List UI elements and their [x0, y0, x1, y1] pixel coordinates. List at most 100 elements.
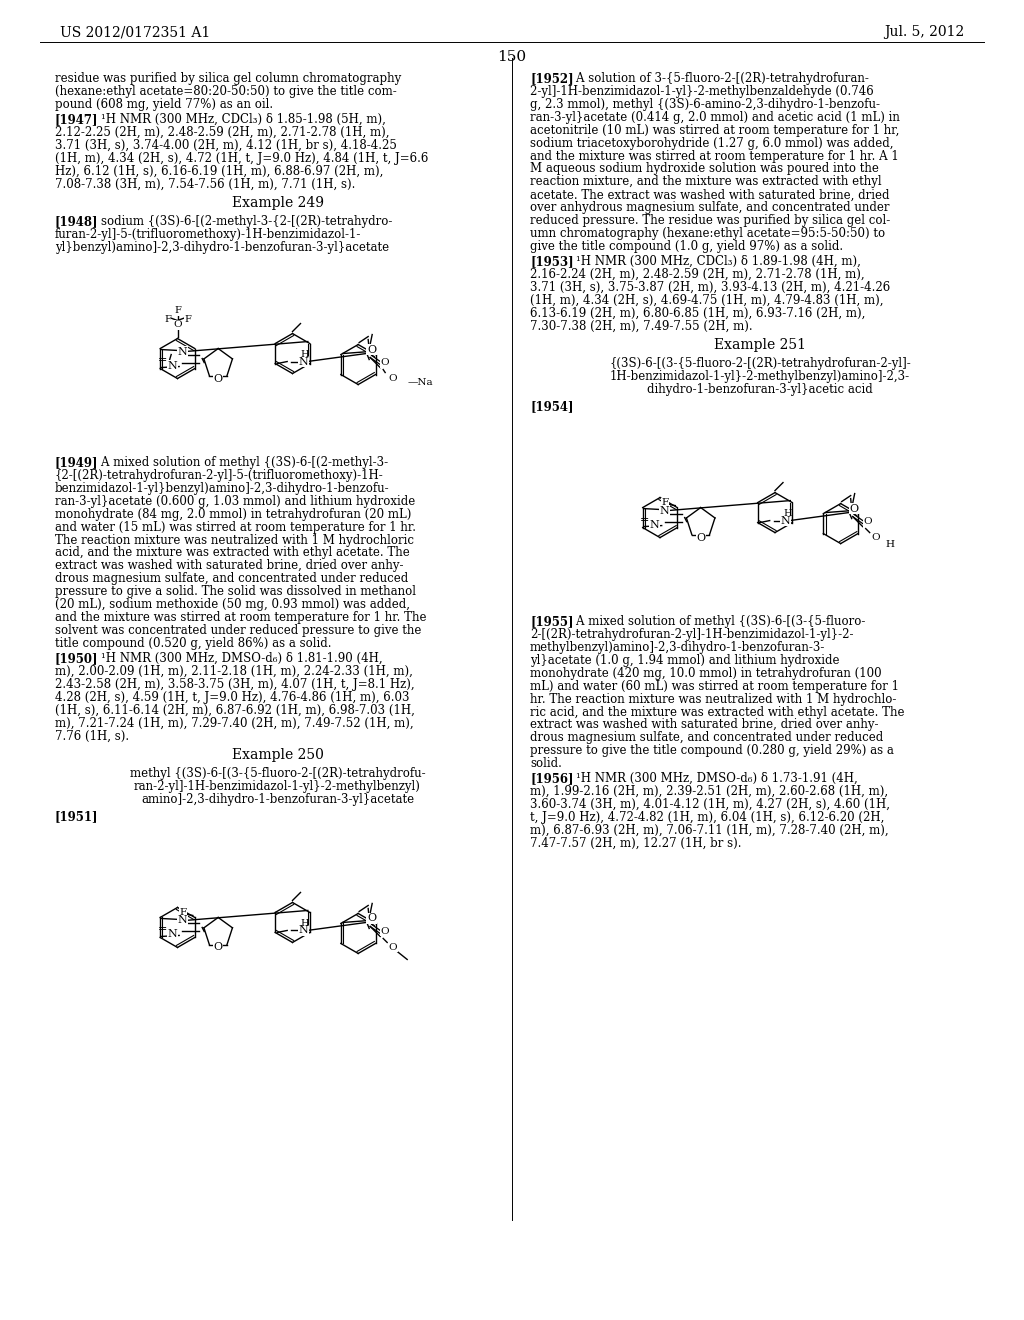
Text: residue was purified by silica gel column chromatography: residue was purified by silica gel colum… — [55, 73, 401, 84]
Text: 2-yl]-1H-benzimidazol-1-yl}-2-methylbenzaldehyde (0.746: 2-yl]-1H-benzimidazol-1-yl}-2-methylbenz… — [530, 84, 873, 98]
Text: O: O — [871, 533, 880, 543]
Text: drous magnesium sulfate, and concentrated under reduced: drous magnesium sulfate, and concentrate… — [530, 731, 884, 744]
Text: N: N — [781, 516, 791, 525]
Text: (20 mL), sodium methoxide (50 mg, 0.93 mmol) was added,: (20 mL), sodium methoxide (50 mg, 0.93 m… — [55, 598, 410, 611]
Text: sodium {(3S)-6-[(2-methyl-3-{2-[(2R)-tetrahydro-: sodium {(3S)-6-[(2-methyl-3-{2-[(2R)-tet… — [86, 215, 392, 228]
Text: sodium triacetoxyborohydride (1.27 g, 6.0 mmol) was added,: sodium triacetoxyborohydride (1.27 g, 6.… — [530, 136, 894, 149]
Text: —Na: —Na — [408, 378, 433, 387]
Text: 7.08-7.38 (3H, m), 7.54-7.56 (1H, m), 7.71 (1H, s).: 7.08-7.38 (3H, m), 7.54-7.56 (1H, m), 7.… — [55, 177, 355, 190]
Text: A solution of 3-{5-fluoro-2-[(2R)-tetrahydrofuran-: A solution of 3-{5-fluoro-2-[(2R)-tetrah… — [560, 73, 868, 84]
Text: 1H-benzimidazol-1-yl}-2-methylbenzyl)amino]-2,3-: 1H-benzimidazol-1-yl}-2-methylbenzyl)ami… — [610, 371, 910, 383]
Text: {2-[(2R)-tetrahydrofuran-2-yl]-5-(trifluoromethoxy)-1H-: {2-[(2R)-tetrahydrofuran-2-yl]-5-(triflu… — [55, 469, 384, 482]
Text: extract was washed with saturated brine, dried over anhy-: extract was washed with saturated brine,… — [55, 560, 403, 573]
Text: O: O — [381, 927, 389, 936]
Text: O: O — [214, 942, 223, 953]
Text: 2.12-2.25 (2H, m), 2.48-2.59 (2H, m), 2.71-2.78 (1H, m),: 2.12-2.25 (2H, m), 2.48-2.59 (2H, m), 2.… — [55, 125, 389, 139]
Text: g, 2.3 mmol), methyl {(3S)-6-amino-2,3-dihydro-1-benzofu-: g, 2.3 mmol), methyl {(3S)-6-amino-2,3-d… — [530, 98, 880, 111]
Text: N: N — [298, 356, 308, 367]
Text: title compound (0.520 g, yield 86%) as a solid.: title compound (0.520 g, yield 86%) as a… — [55, 638, 332, 649]
Text: O: O — [381, 358, 389, 367]
Text: N: N — [177, 916, 187, 925]
Text: and the mixture was stirred at room temperature for 1 hr. The: and the mixture was stirred at room temp… — [55, 611, 427, 624]
Text: extract was washed with saturated brine, dried over anhy-: extract was washed with saturated brine,… — [530, 718, 879, 731]
Text: pressure to give the title compound (0.280 g, yield 29%) as a: pressure to give the title compound (0.2… — [530, 744, 894, 758]
Text: O: O — [389, 942, 397, 952]
Text: m), 6.87-6.93 (2H, m), 7.06-7.11 (1H, m), 7.28-7.40 (2H, m),: m), 6.87-6.93 (2H, m), 7.06-7.11 (1H, m)… — [530, 824, 889, 837]
Text: [1953]: [1953] — [530, 255, 573, 268]
Text: =: = — [158, 355, 167, 366]
Text: yl}benzyl)amino]-2,3-dihydro-1-benzofuran-3-yl}acetate: yl}benzyl)amino]-2,3-dihydro-1-benzofura… — [55, 242, 389, 255]
Text: 3.71 (3H, s), 3.75-3.87 (2H, m), 3.93-4.13 (2H, m), 4.21-4.26: 3.71 (3H, s), 3.75-3.87 (2H, m), 3.93-4.… — [530, 281, 890, 294]
Text: give the title compound (1.0 g, yield 97%) as a solid.: give the title compound (1.0 g, yield 97… — [530, 240, 843, 253]
Text: methyl {(3S)-6-[(3-{5-fluoro-2-[(2R)-tetrahydrofu-: methyl {(3S)-6-[(3-{5-fluoro-2-[(2R)-tet… — [130, 767, 425, 780]
Text: solid.: solid. — [530, 758, 562, 770]
Text: benzimidazol-1-yl}benzyl)amino]-2,3-dihydro-1-benzofu-: benzimidazol-1-yl}benzyl)amino]-2,3-dihy… — [55, 482, 389, 495]
Text: O: O — [214, 374, 223, 384]
Text: monohydrate (420 mg, 10.0 mmol) in tetrahydrofuran (100: monohydrate (420 mg, 10.0 mmol) in tetra… — [530, 667, 882, 680]
Text: ¹H NMR (300 MHz, DMSO-d₆) δ 1.81-1.90 (4H,: ¹H NMR (300 MHz, DMSO-d₆) δ 1.81-1.90 (4… — [86, 652, 382, 665]
Text: Example 251: Example 251 — [714, 338, 806, 352]
Text: =: = — [640, 515, 649, 524]
Text: M aqueous sodium hydroxide solution was poured into the: M aqueous sodium hydroxide solution was … — [530, 162, 879, 176]
Text: H: H — [783, 510, 792, 517]
Text: O: O — [367, 913, 376, 924]
Text: {(3S)-6-[(3-{5-fluoro-2-[(2R)-tetrahydrofuran-2-yl]-: {(3S)-6-[(3-{5-fluoro-2-[(2R)-tetrahydro… — [609, 358, 911, 371]
Text: pound (608 mg, yield 77%) as an oil.: pound (608 mg, yield 77%) as an oil. — [55, 98, 273, 111]
Text: and the mixture was stirred at room temperature for 1 hr. A 1: and the mixture was stirred at room temp… — [530, 149, 899, 162]
Text: O: O — [850, 504, 858, 513]
Text: 4.28 (2H, s), 4.59 (1H, t, J=9.0 Hz), 4.76-4.86 (1H, m), 6.03: 4.28 (2H, s), 4.59 (1H, t, J=9.0 Hz), 4.… — [55, 690, 410, 704]
Text: acetate. The extract was washed with saturated brine, dried: acetate. The extract was washed with sat… — [530, 189, 890, 201]
Text: dihydro-1-benzofuran-3-yl}acetic acid: dihydro-1-benzofuran-3-yl}acetic acid — [647, 383, 872, 396]
Text: Example 250: Example 250 — [231, 748, 324, 762]
Text: O: O — [389, 374, 397, 383]
Text: methylbenzyl)amino]-2,3-dihydro-1-benzofuran-3-: methylbenzyl)amino]-2,3-dihydro-1-benzof… — [530, 642, 825, 653]
Text: ran-3-yl}acetate (0.414 g, 2.0 mmol) and acetic acid (1 mL) in: ran-3-yl}acetate (0.414 g, 2.0 mmol) and… — [530, 111, 900, 124]
Text: O: O — [173, 319, 182, 329]
Text: ¹H NMR (300 MHz, DMSO-d₆) δ 1.73-1.91 (4H,: ¹H NMR (300 MHz, DMSO-d₆) δ 1.73-1.91 (4… — [560, 772, 857, 785]
Text: F: F — [164, 315, 171, 323]
Text: N: N — [298, 925, 308, 936]
Text: monohydrate (84 mg, 2.0 mmol) in tetrahydrofuran (20 mL): monohydrate (84 mg, 2.0 mmol) in tetrahy… — [55, 508, 412, 520]
Text: reaction mixture, and the mixture was extracted with ethyl: reaction mixture, and the mixture was ex… — [530, 176, 882, 189]
Text: 6.13-6.19 (2H, m), 6.80-6.85 (1H, m), 6.93-7.16 (2H, m),: 6.13-6.19 (2H, m), 6.80-6.85 (1H, m), 6.… — [530, 306, 865, 319]
Text: F: F — [184, 315, 190, 323]
Text: 2.16-2.24 (2H, m), 2.48-2.59 (2H, m), 2.71-2.78 (1H, m),: 2.16-2.24 (2H, m), 2.48-2.59 (2H, m), 2.… — [530, 268, 864, 281]
Text: ran-2-yl]-1H-benzimidazol-1-yl}-2-methylbenzyl): ran-2-yl]-1H-benzimidazol-1-yl}-2-methyl… — [134, 780, 421, 793]
Text: 7.30-7.38 (2H, m), 7.49-7.55 (2H, m).: 7.30-7.38 (2H, m), 7.49-7.55 (2H, m). — [530, 319, 753, 333]
Text: (1H, s), 6.11-6.14 (2H, m), 6.87-6.92 (1H, m), 6.98-7.03 (1H,: (1H, s), 6.11-6.14 (2H, m), 6.87-6.92 (1… — [55, 704, 415, 717]
Text: acid, and the mixture was extracted with ethyl acetate. The: acid, and the mixture was extracted with… — [55, 546, 410, 560]
Text: O: O — [367, 345, 376, 355]
Text: Hz), 6.12 (1H, s), 6.16-6.19 (1H, m), 6.88-6.97 (2H, m),: Hz), 6.12 (1H, s), 6.16-6.19 (1H, m), 6.… — [55, 165, 383, 177]
Text: N: N — [167, 360, 177, 371]
Text: pressure to give a solid. The solid was dissolved in methanol: pressure to give a solid. The solid was … — [55, 585, 416, 598]
Text: furan-2-yl]-5-(trifluoromethoxy)-1H-benzimidazol-1-: furan-2-yl]-5-(trifluoromethoxy)-1H-benz… — [55, 228, 361, 242]
Text: A mixed solution of methyl {(3S)-6-[(3-{5-fluoro-: A mixed solution of methyl {(3S)-6-[(3-{… — [560, 615, 865, 628]
Text: 150: 150 — [498, 50, 526, 63]
Text: H: H — [301, 919, 309, 928]
Text: US 2012/0172351 A1: US 2012/0172351 A1 — [60, 25, 210, 40]
Text: [1950]: [1950] — [55, 652, 98, 665]
Text: N: N — [177, 347, 187, 356]
Text: m), 7.21-7.24 (1H, m), 7.29-7.40 (2H, m), 7.49-7.52 (1H, m),: m), 7.21-7.24 (1H, m), 7.29-7.40 (2H, m)… — [55, 717, 414, 730]
Text: F: F — [179, 908, 186, 917]
Text: Example 249: Example 249 — [231, 197, 324, 210]
Text: H: H — [886, 540, 895, 549]
Text: N: N — [659, 506, 670, 516]
Text: 3.60-3.74 (3H, m), 4.01-4.12 (1H, m), 4.27 (2H, s), 4.60 (1H,: 3.60-3.74 (3H, m), 4.01-4.12 (1H, m), 4.… — [530, 799, 890, 810]
Text: A mixed solution of methyl {(3S)-6-[(2-methyl-3-: A mixed solution of methyl {(3S)-6-[(2-m… — [86, 455, 388, 469]
Text: m), 1.99-2.16 (2H, m), 2.39-2.51 (2H, m), 2.60-2.68 (1H, m),: m), 1.99-2.16 (2H, m), 2.39-2.51 (2H, m)… — [530, 785, 888, 799]
Text: drous magnesium sulfate, and concentrated under reduced: drous magnesium sulfate, and concentrate… — [55, 573, 409, 585]
Text: H: H — [301, 350, 309, 359]
Text: 7.47-7.57 (2H, m), 12.27 (1H, br s).: 7.47-7.57 (2H, m), 12.27 (1H, br s). — [530, 837, 741, 850]
Text: [1952]: [1952] — [530, 73, 573, 84]
Text: ric acid, and the mixture was extracted with ethyl acetate. The: ric acid, and the mixture was extracted … — [530, 705, 904, 718]
Text: yl}acetate (1.0 g, 1.94 mmol) and lithium hydroxide: yl}acetate (1.0 g, 1.94 mmol) and lithiu… — [530, 653, 840, 667]
Text: ran-3-yl}acetate (0.600 g, 1.03 mmol) and lithium hydroxide: ran-3-yl}acetate (0.600 g, 1.03 mmol) an… — [55, 495, 416, 508]
Text: hr. The reaction mixture was neutralized with 1 M hydrochlo-: hr. The reaction mixture was neutralized… — [530, 693, 896, 706]
Text: 3.71 (3H, s), 3.74-4.00 (2H, m), 4.12 (1H, br s), 4.18-4.25: 3.71 (3H, s), 3.74-4.00 (2H, m), 4.12 (1… — [55, 139, 397, 152]
Text: (1H, m), 4.34 (2H, s), 4.69-4.75 (1H, m), 4.79-4.83 (1H, m),: (1H, m), 4.34 (2H, s), 4.69-4.75 (1H, m)… — [530, 293, 884, 306]
Text: N: N — [167, 929, 177, 940]
Text: [1951]: [1951] — [55, 810, 98, 824]
Text: F: F — [174, 306, 181, 315]
Text: t, J=9.0 Hz), 4.72-4.82 (1H, m), 6.04 (1H, s), 6.12-6.20 (2H,: t, J=9.0 Hz), 4.72-4.82 (1H, m), 6.04 (1… — [530, 810, 885, 824]
